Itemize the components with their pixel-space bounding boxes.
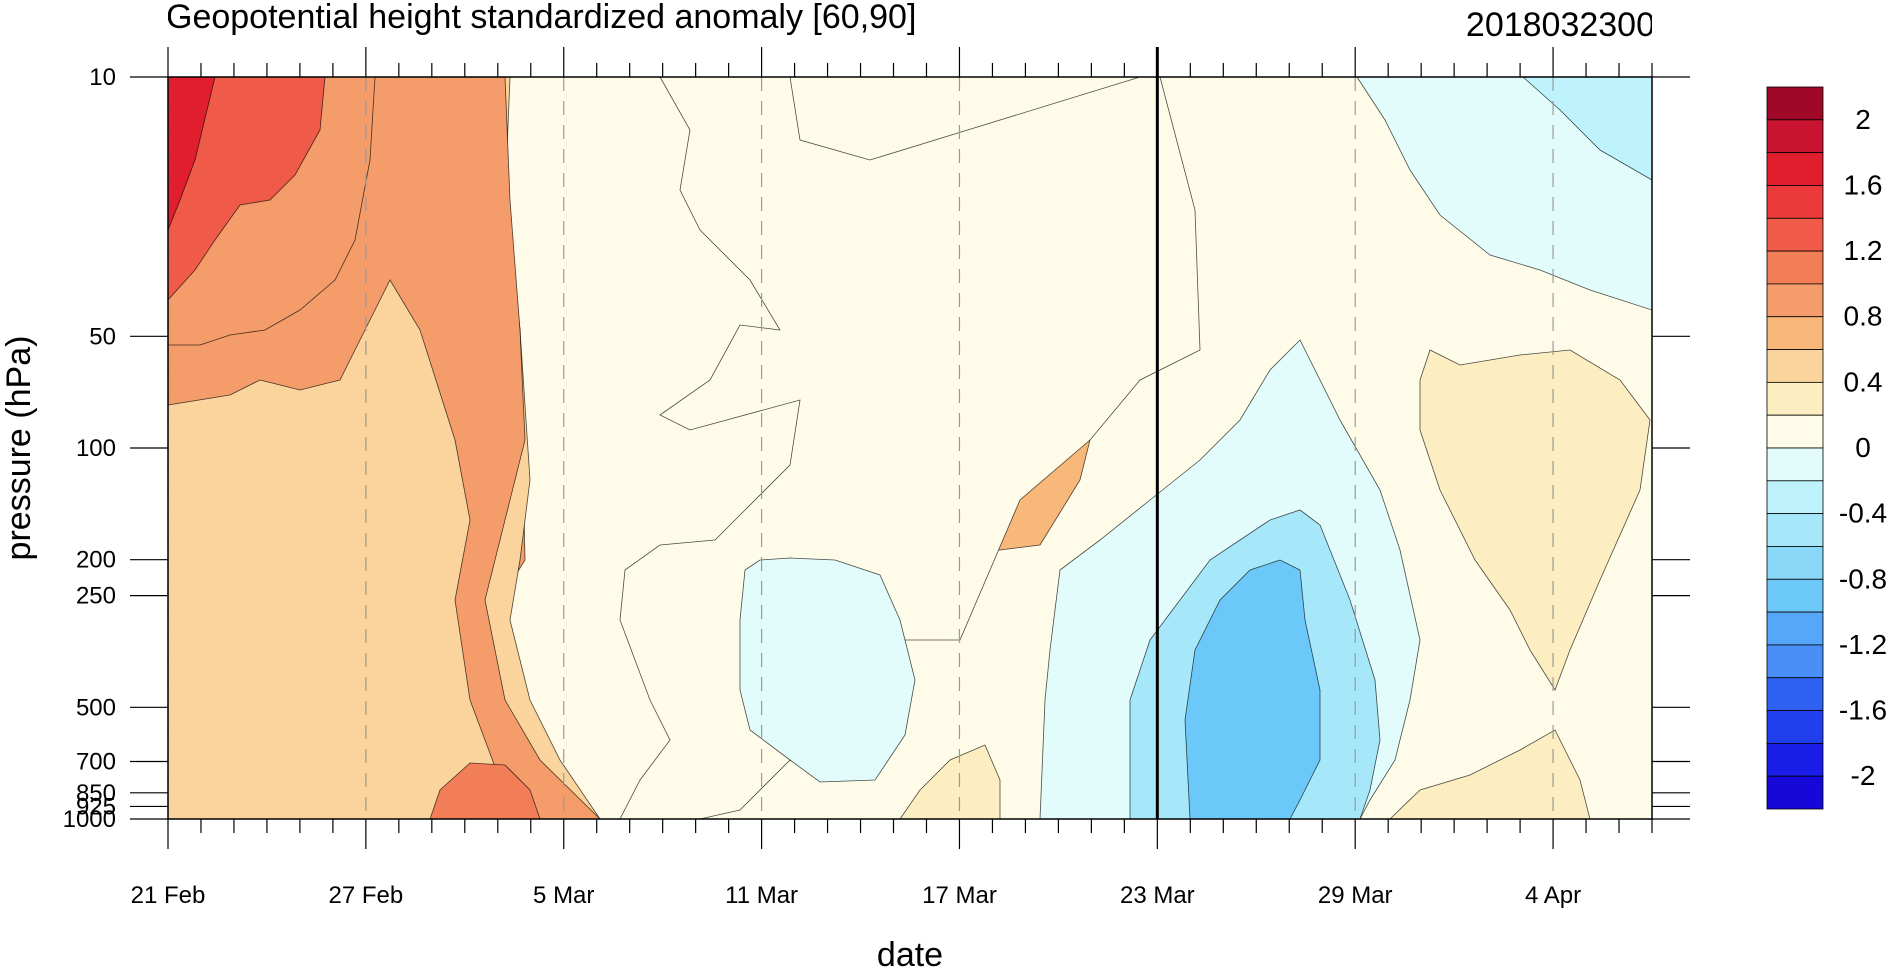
colorbar-label: -0.8	[1839, 563, 1887, 594]
colorbar-swatch	[1766, 611, 1824, 646]
x-axis: 21 Feb 27 Feb 5 Mar 11 Mar 17 Mar 23 Mar 29 Ma…	[131, 47, 1653, 909]
colorbar-label: 1.6	[1844, 169, 1883, 200]
x-tick-label: 21 Feb	[131, 882, 206, 909]
colorbar-swatch	[1766, 677, 1824, 711]
colorbar-swatch	[1766, 513, 1824, 547]
contour-april-surface-positive	[1389, 729, 1591, 820]
y-tick-label: 500	[76, 694, 116, 721]
colorbar-swatch	[1766, 710, 1824, 744]
date-label: 2018032300	[1466, 6, 1655, 44]
y-tick-label: 200	[76, 547, 116, 574]
colorbar-swatch	[1766, 480, 1824, 515]
x-tick-label: 4 Apr	[1525, 882, 1581, 909]
vertical-dashed-gridlines	[167, 77, 1554, 819]
colorbar-swatch	[1766, 742, 1824, 777]
colorbar-label: 1.2	[1844, 235, 1883, 266]
y-tick-label: 700	[76, 749, 116, 776]
colorbar-label: -1.6	[1839, 695, 1887, 726]
colorbar-swatch	[1766, 185, 1824, 219]
colorbar-swatch	[1766, 316, 1824, 350]
colorbar-swatch	[1766, 447, 1824, 482]
y-tick-label: 100	[76, 435, 116, 462]
mask-left	[0, 0, 168, 969]
colorbar-label: 0.8	[1844, 301, 1883, 332]
contour-april-mid-positive	[1419, 349, 1651, 691]
x-tick-label: 5 Mar	[533, 882, 594, 909]
colorbar-label: 2	[1855, 104, 1871, 135]
colorbar-swatch	[1766, 381, 1824, 416]
colorbar-label: -2	[1851, 760, 1876, 791]
colorbar-swatch	[1766, 644, 1824, 679]
colorbar-label: 0.4	[1844, 366, 1883, 397]
x-tick-label: 17 Mar	[922, 882, 997, 909]
colorbar-swatch	[1766, 775, 1824, 810]
colorbar-swatch	[1766, 283, 1824, 318]
colorbar-swatch	[1766, 546, 1824, 580]
colorbar-swatch	[1766, 578, 1824, 613]
chart-title: Geopotential height standardized anomaly…	[166, 0, 916, 36]
contour-upper-left-warm-1.2	[167, 76, 326, 302]
y-tick-label: 925	[76, 793, 116, 820]
colorbar-swatch	[1766, 217, 1824, 252]
y-axis-label: pressure (hPa)	[0, 336, 38, 561]
colorbar-swatch	[1766, 119, 1824, 154]
y-tick-label: 10	[89, 64, 116, 91]
y-tick-label: 250	[76, 583, 116, 610]
x-tick-label: 27 Feb	[329, 882, 404, 909]
contour-late-mar-negative-core	[1184, 559, 1321, 820]
contour-mid-mar-negative	[739, 557, 916, 783]
colorbar-swatch	[1766, 349, 1824, 383]
x-tick-label: 29 Mar	[1318, 882, 1393, 909]
y-tick-label: 50	[89, 323, 116, 350]
colorbar-label: -0.4	[1839, 498, 1887, 529]
colorbar-label: 0	[1855, 432, 1871, 463]
y-tick-label: 850	[76, 780, 116, 807]
x-tick-label: 23 Mar	[1120, 882, 1195, 909]
colorbar-label: -1.2	[1839, 629, 1887, 660]
x-axis-label: date	[877, 936, 943, 969]
colorbar-swatch	[1766, 86, 1824, 121]
y-tick-label: 1000	[63, 806, 116, 833]
colorbar-swatch	[1766, 152, 1824, 186]
colorbar-swatch	[1766, 250, 1824, 285]
x-tick-label: 11 Mar	[725, 882, 798, 909]
colorbar: 2 1.6 1.2 0.8 0.4 0 -0.4 -0.8 -1.2 -1.6 -2	[1766, 86, 1887, 810]
colorbar-swatch	[1766, 414, 1824, 449]
